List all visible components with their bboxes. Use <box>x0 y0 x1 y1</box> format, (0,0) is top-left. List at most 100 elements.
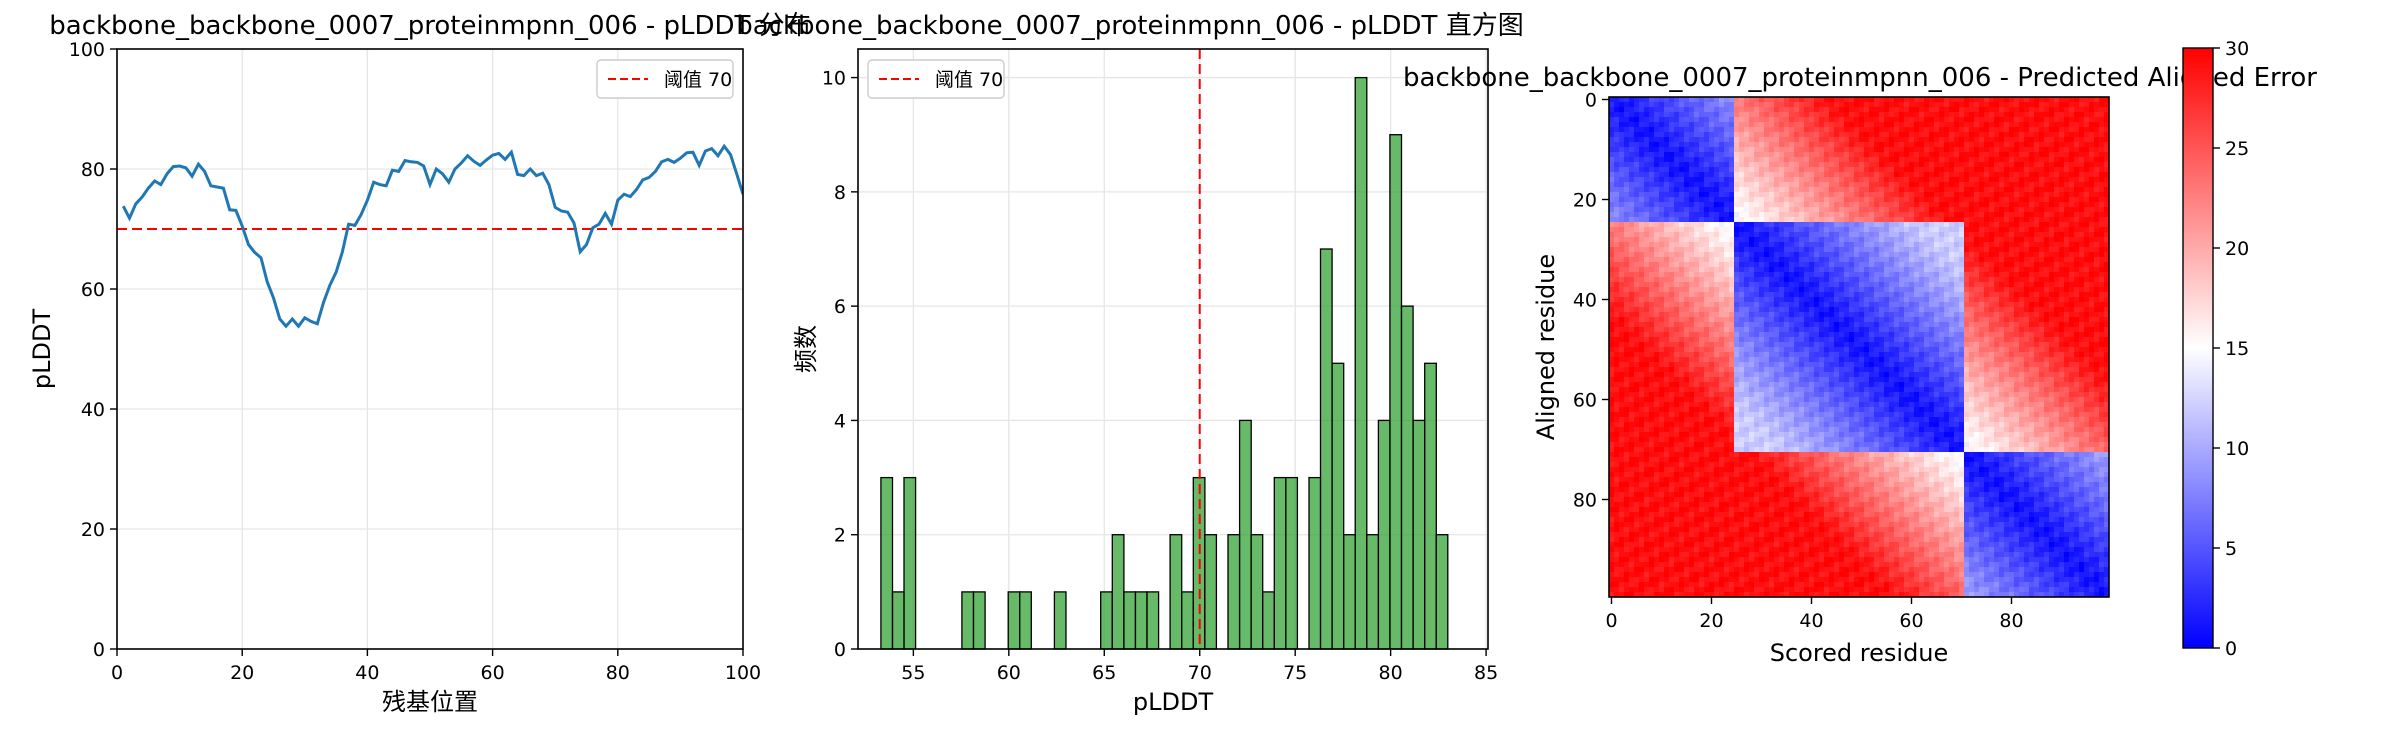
pae-cell <box>1799 317 1805 323</box>
pae-cell <box>1654 222 1660 228</box>
pae-cell <box>2064 327 2070 333</box>
pae-cell <box>1854 297 1860 303</box>
pae-cell <box>1779 112 1785 118</box>
pae-cell <box>1754 257 1760 263</box>
pae-cell <box>2014 127 2020 133</box>
pae-cell <box>2099 237 2105 243</box>
pae-cell <box>1989 222 1995 228</box>
pae-cell <box>1994 132 2000 138</box>
pae-cell <box>1694 287 1700 293</box>
pae-cell <box>1769 127 1775 133</box>
pae-cell <box>1869 287 1875 293</box>
histogram-bar <box>1400 305 1414 650</box>
pae-cell <box>1914 177 1920 183</box>
pae-cell <box>1784 337 1790 343</box>
pae-cell <box>1829 312 1835 318</box>
pae-cell <box>2099 187 2105 193</box>
pae-cell <box>1649 312 1655 318</box>
pae-cell <box>1714 107 1720 113</box>
pae-cell <box>1789 222 1795 228</box>
pae-cell <box>1619 142 1625 148</box>
pae-cell <box>1789 122 1795 128</box>
pae-cell <box>1954 287 1960 293</box>
pae-cell <box>1889 242 1895 248</box>
pae-cell <box>1874 152 1880 158</box>
pae-cell <box>1844 127 1850 133</box>
pae-cell <box>1629 232 1635 238</box>
pae-cell <box>2074 237 2080 243</box>
pae-cell <box>1959 122 1965 128</box>
pae-cell <box>1799 242 1805 248</box>
pae-cell <box>1914 262 1920 268</box>
pae-cell <box>2079 147 2085 153</box>
pae-cell <box>1854 312 1860 318</box>
pae-cell <box>1774 147 1780 153</box>
pae-cell <box>1634 192 1640 198</box>
pae-cell <box>1789 132 1795 138</box>
pae-cell <box>1779 307 1785 313</box>
pae-cell <box>1819 192 1825 198</box>
pae-cell <box>1709 162 1715 168</box>
pae-cell <box>2089 182 2095 188</box>
pae-cell <box>1949 292 1955 298</box>
pae-cell <box>1679 202 1685 208</box>
pae-cell <box>1724 262 1730 268</box>
pae-cell <box>2039 197 2045 203</box>
pae-cell <box>2069 332 2075 338</box>
pae-cell <box>1949 272 1955 278</box>
pae-cell <box>1714 312 1720 318</box>
pae-cell <box>1829 202 1835 208</box>
pae-cell <box>1644 302 1650 308</box>
pae-cell <box>2059 302 2065 308</box>
pae-cell <box>2049 112 2055 118</box>
pae-cell <box>1794 97 1800 103</box>
pae-cell <box>2069 187 2075 193</box>
pae-cell <box>1964 222 1970 228</box>
pae-cell <box>1904 297 1910 303</box>
pae-cell <box>1684 217 1690 223</box>
pae-cell <box>1674 217 1680 223</box>
pae-cell <box>1774 137 1780 143</box>
pae-cell <box>2074 192 2080 198</box>
pae-cell <box>1649 277 1655 283</box>
pae-cell <box>1889 292 1895 298</box>
pae-cell <box>2059 257 2065 263</box>
pae-cell <box>1849 112 1855 118</box>
pae-cell <box>2019 142 2025 148</box>
pae-cell <box>1819 262 1825 268</box>
pae-cell <box>2084 242 2090 248</box>
pae-cell <box>1799 142 1805 148</box>
pae-cell <box>1754 202 1760 208</box>
pae-cell <box>1939 137 1945 143</box>
pae-cell <box>2069 297 2075 303</box>
histogram-bar <box>1366 534 1380 650</box>
pae-cell <box>1759 127 1765 133</box>
pae-cell <box>1889 157 1895 163</box>
pae-cell <box>1639 152 1645 158</box>
pae-cell <box>1734 137 1740 143</box>
pae-cell <box>2019 297 2025 303</box>
pae-cell <box>1694 332 1700 338</box>
pae-cell <box>2074 272 2080 278</box>
pae-cell <box>1904 272 1910 278</box>
pae-cell <box>1834 197 1840 203</box>
pae-cell <box>1654 257 1660 263</box>
pae-cell <box>1634 227 1640 233</box>
pae-cell <box>2034 152 2040 158</box>
pae-cell <box>1714 257 1720 263</box>
pae-cell <box>1769 132 1775 138</box>
pae-cell <box>2004 147 2010 153</box>
pae-cell <box>1609 232 1615 238</box>
pae-cell <box>1924 327 1930 333</box>
pae-cell <box>1809 307 1815 313</box>
pae-cell <box>1939 157 1945 163</box>
pae-cell <box>1959 222 1965 228</box>
pae-cell <box>2069 307 2075 313</box>
pae-cell <box>1624 212 1630 218</box>
pae-cell <box>1884 227 1890 233</box>
pae-cell <box>2099 102 2105 108</box>
pae-cell <box>1794 202 1800 208</box>
pae-cell <box>2069 97 2075 103</box>
pae-cell <box>2074 257 2080 263</box>
pae-cell <box>1939 177 1945 183</box>
